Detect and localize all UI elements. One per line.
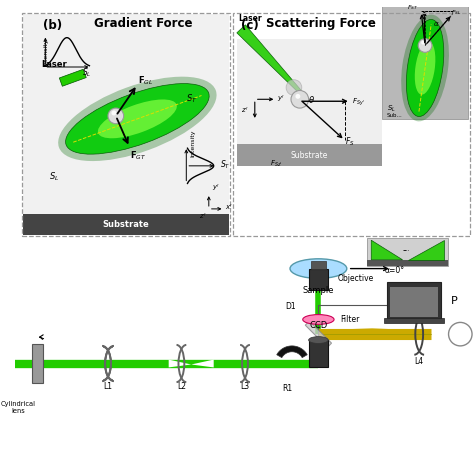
Polygon shape [319,328,431,340]
Text: Laser: Laser [238,14,262,23]
Text: $\theta$: $\theta$ [308,94,315,105]
Circle shape [108,108,124,124]
Polygon shape [237,25,301,93]
Polygon shape [167,361,216,366]
Text: L2: L2 [177,382,186,391]
Bar [382,3,468,119]
Bar [23,214,229,235]
Text: Substrate: Substrate [102,220,149,229]
Text: (b): (b) [44,19,63,32]
Ellipse shape [406,19,444,117]
Ellipse shape [309,337,328,344]
Text: $y'$: $y'$ [277,94,285,105]
Circle shape [448,322,472,346]
Polygon shape [169,360,191,367]
Circle shape [295,94,301,99]
Text: (c): (c) [241,19,259,32]
Text: $S_T$: $S_T$ [186,92,198,105]
Ellipse shape [415,41,436,95]
Text: $z'$: $z'$ [199,211,206,221]
Text: $F_{Sy'}$: $F_{Sy'}$ [352,97,365,109]
Text: Filter: Filter [340,315,359,324]
Text: L3: L3 [240,382,250,391]
Bar [384,319,444,323]
Polygon shape [409,240,444,260]
Text: $F_{Sz'}$: $F_{Sz'}$ [271,159,283,169]
Text: Objective: Objective [338,274,374,283]
Polygon shape [191,360,214,367]
Text: $S_L$: $S_L$ [49,171,60,183]
Bar [309,340,328,367]
Bar [310,261,326,269]
Circle shape [111,110,116,116]
Bar [390,287,438,317]
Bar [387,283,441,319]
Text: $y'$: $y'$ [212,182,219,193]
Ellipse shape [401,15,449,121]
Bar [237,38,382,166]
Text: CCD: CCD [309,321,328,330]
Text: $\alpha$: $\alpha$ [433,20,439,28]
Bar [59,69,86,86]
Text: L1: L1 [103,382,112,391]
Circle shape [291,91,309,108]
Text: Cylindrical
lens: Cylindrical lens [0,401,36,414]
Bar [10,237,474,471]
Bar [367,238,447,265]
Ellipse shape [98,100,177,138]
Ellipse shape [290,259,347,278]
Text: $F_{ST}$: $F_{ST}$ [408,3,419,12]
Bar [237,144,382,166]
Text: L4: L4 [415,356,424,365]
Bar [22,13,230,237]
Text: Gradient Force: Gradient Force [93,17,192,30]
Text: Intensity: Intensity [44,38,48,66]
Text: Laser: Laser [41,60,67,69]
Text: $\mathbf{F}_{GL}$: $\mathbf{F}_{GL}$ [138,74,154,87]
Text: Substrate: Substrate [291,151,328,160]
Bar [305,321,331,347]
Polygon shape [277,346,307,358]
Text: Scattering Force: Scattering Force [266,17,376,30]
Text: P: P [450,296,457,306]
Text: $x'$: $x'$ [226,202,233,212]
Ellipse shape [58,77,217,161]
Polygon shape [371,240,402,260]
Text: $F_{SL}$: $F_{SL}$ [452,8,462,17]
Circle shape [418,38,432,52]
Text: D1: D1 [286,302,296,311]
Bar [233,13,470,237]
Ellipse shape [303,315,334,324]
Text: $S_L$: $S_L$ [82,67,91,79]
Text: R1: R1 [282,384,292,393]
Text: Sample: Sample [303,286,334,295]
Text: Intensity: Intensity [190,129,195,157]
Bar [367,260,447,265]
Bar [23,14,229,235]
Text: $S_L$: $S_L$ [387,104,396,114]
Text: α=0°: α=0° [385,266,405,275]
Text: $\mathbf{F}_{GT}$: $\mathbf{F}_{GT}$ [129,150,146,163]
Circle shape [286,80,302,95]
Bar [309,269,328,290]
Text: Sub...: Sub... [387,113,402,118]
Circle shape [421,41,425,45]
Bar [32,344,44,383]
Text: $S_T$: $S_T$ [219,159,230,171]
Ellipse shape [65,83,209,154]
Text: $z'$: $z'$ [241,105,248,115]
Text: $F_S$: $F_S$ [345,135,355,148]
